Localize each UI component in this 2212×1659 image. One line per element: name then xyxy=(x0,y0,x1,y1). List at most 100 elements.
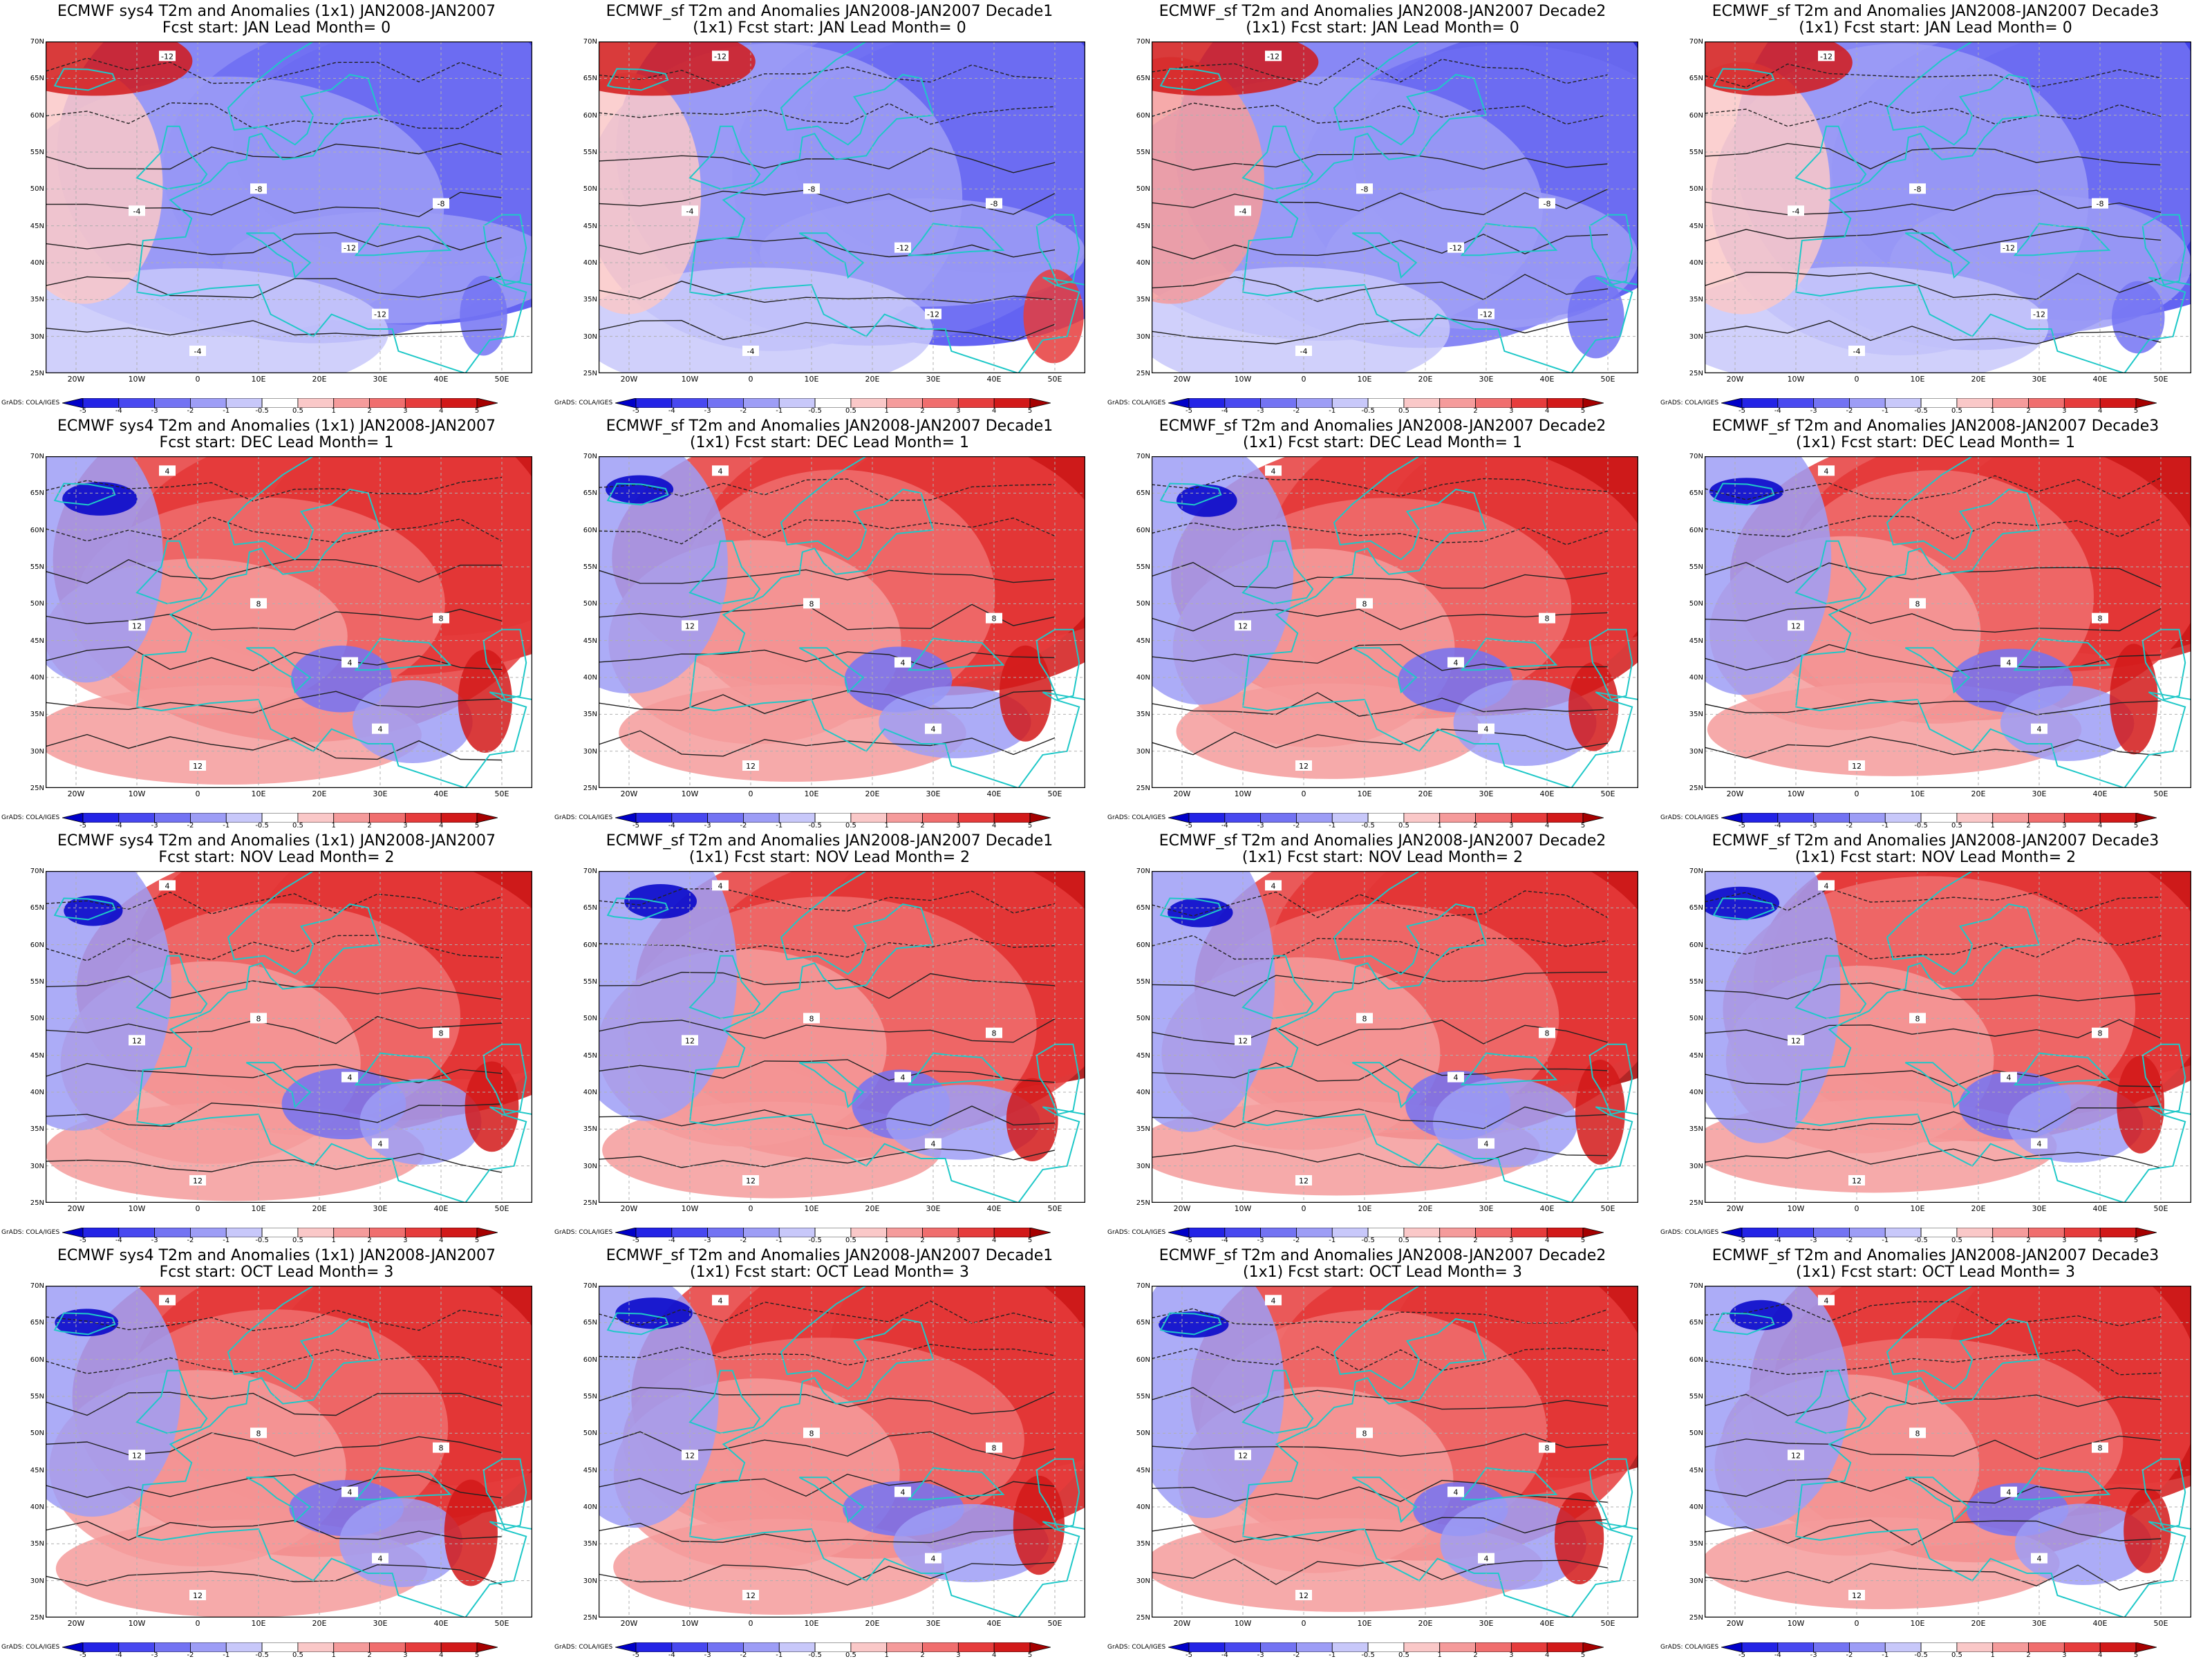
contour-label: 8 xyxy=(1356,1427,1373,1438)
contour-label: 4 xyxy=(341,1071,358,1082)
contour-label: 4 xyxy=(1478,723,1494,734)
colorbar-svg xyxy=(1168,398,1604,408)
latitude-label: 50N xyxy=(583,1015,597,1023)
colorbar-swatch xyxy=(1367,1228,1405,1237)
colorbar-label: 1 xyxy=(1437,822,1442,830)
latitude-label: 55N xyxy=(1136,1393,1150,1400)
svg-text:8: 8 xyxy=(439,1444,444,1453)
contour-label: -12 xyxy=(2000,242,2017,253)
colorbar-label: 0.5 xyxy=(1951,822,1962,830)
svg-text:12: 12 xyxy=(1852,762,1862,771)
svg-text:4: 4 xyxy=(901,1074,906,1082)
colorbar-swatch xyxy=(2135,398,2157,408)
svg-text:4: 4 xyxy=(2037,1140,2042,1149)
colorbar-label: 2 xyxy=(2026,822,2031,830)
latitude-label: 30N xyxy=(1689,1162,1703,1170)
colorbar-label: 3 xyxy=(2062,1651,2067,1659)
svg-text:8: 8 xyxy=(1545,1029,1550,1038)
longitude-label: 50E xyxy=(2153,1619,2168,1628)
colorbar-swatch xyxy=(154,1642,191,1652)
svg-text:4: 4 xyxy=(1454,659,1459,668)
latitude-label: 70N xyxy=(1136,38,1150,46)
svg-text:-8: -8 xyxy=(1914,185,1922,194)
colorbar-label: -5 xyxy=(632,822,639,830)
forecast-panel: ECMWF_sf T2m and Anomalies JAN2008-JAN20… xyxy=(553,415,1106,830)
panel-title: ECMWF_sf T2m and Anomalies JAN2008-JAN20… xyxy=(1712,832,2159,850)
colorbar-swatch xyxy=(922,1228,959,1237)
anomaly-map: 4 8 12 4 8 12 4 xyxy=(599,1286,1085,1618)
colorbar-label: -3 xyxy=(1257,1237,1264,1244)
latitude-label: 25N xyxy=(30,1199,44,1207)
longitude-label: 20W xyxy=(1726,1204,1744,1213)
svg-text:12: 12 xyxy=(1852,1591,1862,1600)
colorbar-label: -2 xyxy=(187,822,194,830)
svg-text:12: 12 xyxy=(685,621,695,630)
contour-label: -8 xyxy=(2092,198,2108,209)
colorbar-label: -0.5 xyxy=(255,822,269,830)
colorbar-swatch xyxy=(333,1642,370,1652)
colorbar-swatch xyxy=(850,1228,888,1237)
longitude-label: 0 xyxy=(195,1204,200,1213)
colorbar-label: -2 xyxy=(1846,407,1853,415)
svg-text:-4: -4 xyxy=(1853,347,1861,356)
colorbar xyxy=(615,398,1051,408)
colorbar-label: 5 xyxy=(2133,407,2139,415)
colorbar xyxy=(62,813,498,823)
colorbar-swatch xyxy=(1296,1228,1333,1237)
colorbar-swatch xyxy=(333,813,370,823)
colorbar-label: -5 xyxy=(79,407,86,415)
contour-label: 4 xyxy=(2000,657,2017,668)
svg-text:-12: -12 xyxy=(927,310,939,319)
colorbar-svg xyxy=(1168,813,1604,823)
grads-credit: GrADS: COLA/IGES xyxy=(1107,400,1166,406)
colorbar-label: 5 xyxy=(2133,822,2139,830)
colorbar-label: -1 xyxy=(1882,1237,1889,1244)
longitude-label: 30E xyxy=(2032,375,2047,384)
svg-text:-12: -12 xyxy=(2033,310,2045,319)
longitude-label: 0 xyxy=(748,1204,753,1213)
latitude-label: 70N xyxy=(30,1282,44,1290)
svg-text:4: 4 xyxy=(2007,1488,2012,1497)
latitude-label: 40N xyxy=(30,674,44,682)
longitude-label: 50E xyxy=(1047,1204,1062,1213)
contour-label: -12 xyxy=(2031,308,2047,319)
latitude-label: 60N xyxy=(1689,1356,1703,1364)
colorbar-label: -5 xyxy=(1738,822,1745,830)
contour-label: 8 xyxy=(986,612,1002,624)
colorbar-swatch xyxy=(1920,398,1958,408)
latitude-label: 25N xyxy=(30,785,44,792)
svg-text:4: 4 xyxy=(378,1140,383,1149)
panel-subtitle: (1x1) Fcst start: NOV Lead Month= 2 xyxy=(1241,849,1524,866)
latitude-label: 40N xyxy=(1136,1503,1150,1511)
colorbar-svg xyxy=(1168,1642,1604,1652)
svg-text:12: 12 xyxy=(193,762,203,771)
contour-label: 4 xyxy=(2000,1486,2017,1497)
colorbar-label: 4 xyxy=(438,1651,444,1659)
contour-label: -4 xyxy=(1295,346,1312,356)
colorbar-label: 2 xyxy=(920,407,925,415)
contour-label: 12 xyxy=(1848,1590,1865,1600)
longitude-label: 0 xyxy=(748,375,753,384)
colorbar-swatch xyxy=(1296,813,1333,823)
colorbar-label: 5 xyxy=(1027,822,1033,830)
colorbar-swatch xyxy=(1849,398,1886,408)
colorbar-label: -2 xyxy=(1846,822,1853,830)
longitude-label: 0 xyxy=(1854,1204,1859,1213)
panel-subtitle: (1x1) Fcst start: JAN Lead Month= 0 xyxy=(1246,19,1519,37)
colorbar-swatch xyxy=(1741,1642,1779,1652)
longitude-label: 10W xyxy=(681,1204,699,1213)
colorbar-swatch xyxy=(154,813,191,823)
panel-title: ECMWF_sf T2m and Anomalies JAN2008-JAN20… xyxy=(606,832,1053,850)
longitude-label: 40E xyxy=(433,375,449,384)
colorbar-swatch xyxy=(1367,813,1405,823)
svg-text:12: 12 xyxy=(685,1451,695,1460)
svg-text:-12: -12 xyxy=(714,52,727,61)
colorbar-label: 3 xyxy=(956,1237,961,1244)
anomaly-map-svg: -12 -8 -4 -12 -8 -4 -12 xyxy=(46,41,532,373)
longitude-label: 50E xyxy=(494,789,509,798)
svg-text:12: 12 xyxy=(746,1591,756,1600)
colorbar-swatch xyxy=(261,813,299,823)
svg-text:-12: -12 xyxy=(1820,52,1833,61)
colorbar-label: 5 xyxy=(1027,1651,1033,1659)
svg-text:-12: -12 xyxy=(1267,52,1280,61)
